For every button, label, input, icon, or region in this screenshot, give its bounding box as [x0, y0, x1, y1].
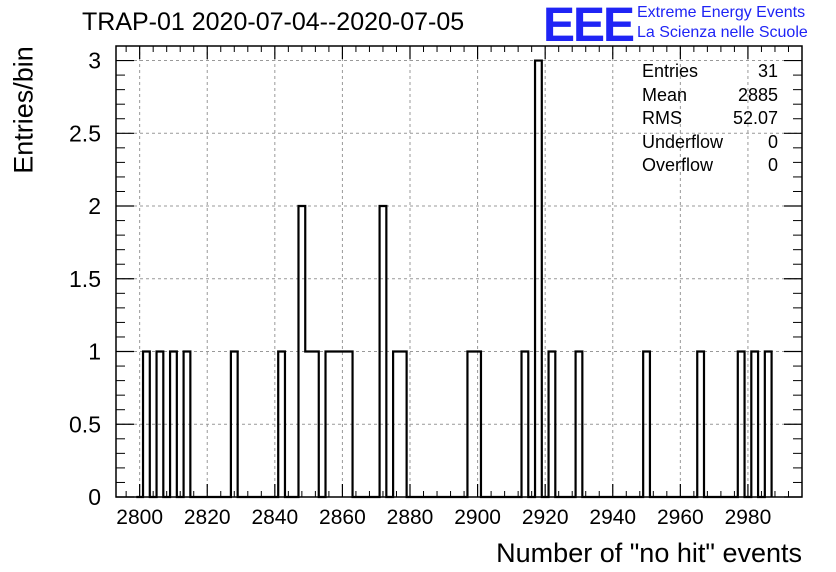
- logo-letters: EEE: [543, 0, 635, 52]
- stat-entries-value: 31: [757, 61, 778, 81]
- logo-line-1: Extreme Energy Events: [637, 4, 806, 21]
- y-tick-label: 0.5: [69, 411, 101, 437]
- tick-label-layer: 2800 2820 2840 2860 2880 2900 2920 2940 2960 2980…: [69, 48, 771, 529]
- x-tick-label: 2800: [116, 506, 163, 529]
- stat-overflow: Overflow 0: [642, 154, 778, 178]
- x-tick-label: 2860: [319, 506, 366, 529]
- stat-overflow-label: Overflow: [642, 155, 714, 175]
- stat-mean: Mean 2885: [642, 84, 778, 108]
- y-tick-label: 3: [88, 48, 101, 74]
- x-axis-label: Number of "no hit" events: [496, 538, 802, 568]
- x-tick-label: 2820: [184, 506, 231, 529]
- x-tick-label: 2940: [589, 506, 636, 529]
- eee-logo: EEE Extreme Energy Events La Scienza nel…: [543, 0, 833, 52]
- axis-layer: [115, 45, 803, 498]
- stat-overflow-value: 0: [767, 155, 778, 175]
- stat-underflow-label: Underflow: [642, 131, 724, 152]
- stat-rms-value: 52.07: [732, 108, 778, 128]
- histogram-outline: [136, 59, 773, 499]
- plot-title: TRAP-01 2020-07-04--2020-07-05: [82, 8, 465, 36]
- y-tick-label: 1: [88, 339, 101, 365]
- logo-line-2: La Scienza nelle Scuole: [637, 24, 808, 41]
- y-tick-label: 1.5: [69, 266, 101, 292]
- y-tick-label: 2: [88, 193, 101, 219]
- x-tick-label: 2840: [251, 506, 298, 529]
- stat-rms: RMS 52.07: [642, 107, 778, 131]
- stat-underflow: Underflow 0: [642, 131, 778, 155]
- stat-rms-label: RMS: [642, 108, 682, 128]
- y-tick-label: 2.5: [69, 120, 101, 146]
- x-tick-label: 2880: [387, 506, 434, 529]
- x-tick-label: 2960: [657, 506, 704, 529]
- plot-frame: [115, 45, 803, 498]
- stat-entries: Entries 31: [642, 60, 778, 84]
- stats-box: Entries 31 Mean 2885 RMS 52.07 Underflow…: [642, 60, 778, 178]
- stat-underflow-value: 0: [767, 131, 778, 152]
- stat-mean-label: Mean: [642, 84, 688, 105]
- y-tick-label: 0: [88, 484, 101, 510]
- x-tick-label: 2980: [725, 506, 772, 529]
- x-tick-label: 2900: [454, 506, 501, 529]
- stat-mean-value: 2885: [737, 84, 778, 105]
- x-tick-label: 2920: [522, 506, 569, 529]
- histogram-layer: [136, 59, 773, 499]
- stat-entries-label: Entries: [642, 61, 699, 81]
